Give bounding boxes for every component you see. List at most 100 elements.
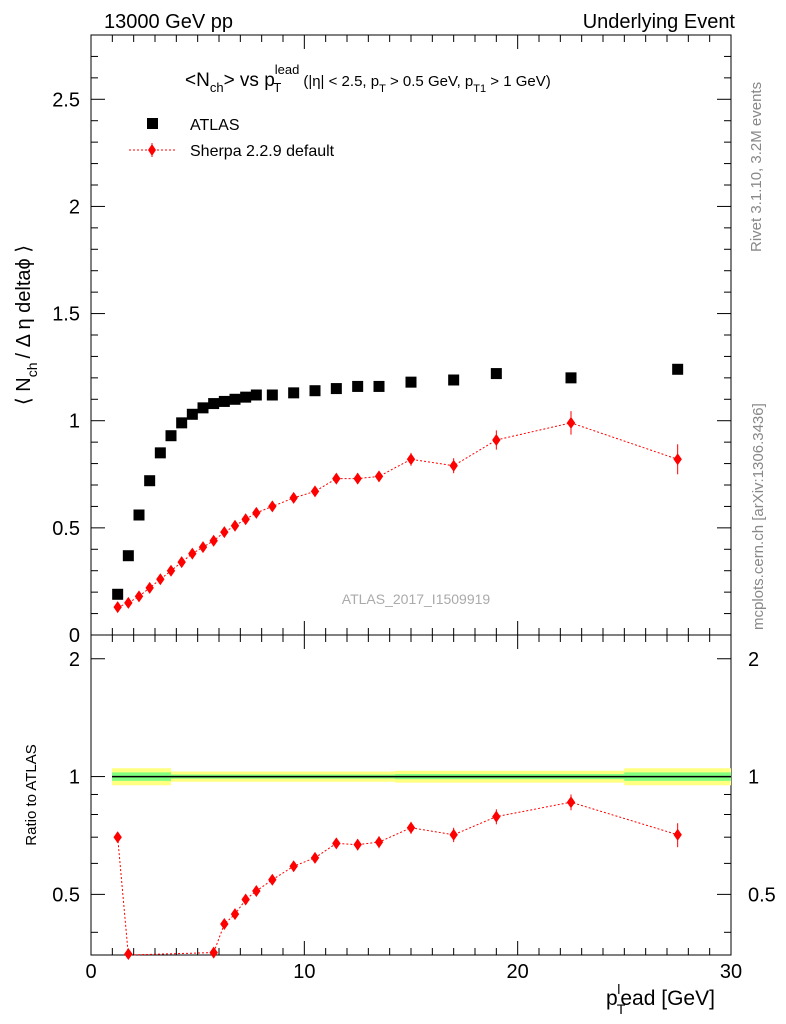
atlas-point xyxy=(288,387,300,399)
main-y-tick-label: 2 xyxy=(69,196,80,218)
mc-point xyxy=(241,513,250,526)
legend-mc-label: Sherpa 2.2.9 default xyxy=(190,143,335,160)
mc-point xyxy=(492,434,501,446)
atlas-point xyxy=(240,391,252,403)
mc-point xyxy=(566,416,576,429)
ratio-y-tick-label-right: 2 xyxy=(748,649,759,671)
mc-point xyxy=(145,581,154,594)
ratio-point xyxy=(449,828,458,841)
ratio-point xyxy=(332,837,341,850)
mc-point xyxy=(156,573,165,586)
axis-tick-labels: 0 10 20 30 0 0.5 1 1.5 2 2.5 0.5 0.5 1 1 2 2 xyxy=(52,89,776,983)
legend-data-label: ATLAS xyxy=(190,117,240,134)
ratio-point xyxy=(310,851,320,864)
x-axis-label: pTlead [GeV] xyxy=(606,981,715,1017)
main-y-tick-label: 0.5 xyxy=(52,518,80,540)
x-tick-label: 0 xyxy=(85,961,96,983)
mc-point xyxy=(268,500,277,513)
mc-point xyxy=(124,596,133,609)
ratio-point xyxy=(268,873,277,886)
atlas-point xyxy=(165,430,177,442)
ratio-y-axis-label: Ratio to ATLAS xyxy=(23,744,40,845)
ratio-y-tick-label-right: 1 xyxy=(748,767,759,789)
mc-point xyxy=(252,506,261,519)
ratio-point xyxy=(230,908,240,921)
main-frame xyxy=(90,34,732,636)
ratio-frame xyxy=(90,634,732,956)
legend: ATLAS Sherpa 2.2.9 default xyxy=(129,117,335,160)
x-tick-label: 30 xyxy=(720,961,742,983)
mc-point xyxy=(374,470,384,483)
atlas-point xyxy=(154,447,166,459)
atlas-point xyxy=(122,550,134,562)
atlas-point xyxy=(352,380,364,392)
mc-point xyxy=(310,485,320,498)
ratio-point xyxy=(492,810,501,823)
atlas-point xyxy=(373,380,385,392)
atlas-point xyxy=(218,395,230,407)
main-y-axis-label: ⟨ Nch/ Δ η deltaϕ ⟩ xyxy=(13,245,40,405)
ratio-connecting-line xyxy=(117,801,678,956)
ratio-y-tick-label: 2 xyxy=(69,649,80,671)
mc-point xyxy=(198,541,208,554)
ratio-point xyxy=(353,838,362,851)
mc-series-ratio xyxy=(113,794,682,960)
mc-series-main xyxy=(113,411,682,614)
atlas-point xyxy=(405,376,417,388)
ratio-point xyxy=(209,946,218,959)
ratio-point xyxy=(566,796,576,809)
atlas-point xyxy=(229,393,241,405)
x-tick-label: 20 xyxy=(507,961,529,983)
main-y-tick-label: 1.5 xyxy=(52,304,80,326)
mc-point xyxy=(166,564,176,577)
mc-point xyxy=(406,453,416,466)
mcplots-reference-text: mcplots.cern.ch [arXiv:1306.3436] xyxy=(750,403,767,630)
mc-point xyxy=(188,547,197,560)
atlas-point xyxy=(144,475,156,487)
ratio-point xyxy=(252,885,261,898)
atlas-point xyxy=(208,398,220,410)
ratio-point xyxy=(673,828,682,841)
mc-point xyxy=(449,459,458,472)
ratio-y-tick-label-right: 0.5 xyxy=(748,884,776,906)
mc-point xyxy=(673,453,682,466)
axis-ticks xyxy=(90,34,732,955)
mc-point xyxy=(113,601,122,614)
atlas-series-main xyxy=(112,363,684,600)
mc-point xyxy=(209,534,218,547)
legend-mc-marker xyxy=(148,144,156,156)
mc-connecting-line xyxy=(117,422,678,608)
header-right: Underlying Event xyxy=(583,11,736,33)
atlas-point xyxy=(448,374,460,386)
atlas-point xyxy=(186,408,198,420)
main-y-tick-label: 0 xyxy=(69,625,80,647)
plot-title: <Nch> vs plead T (|η| < 2.5, pT > 0.5 GeV,… xyxy=(185,62,551,95)
mc-point xyxy=(332,472,341,485)
atlas-point xyxy=(266,389,278,401)
ratio-point xyxy=(113,831,122,844)
atlas-point xyxy=(250,389,262,401)
rivet-version-text: Rivet 3.1.10, 3.2M events xyxy=(748,82,765,252)
ratio-y-tick-label: 0.5 xyxy=(52,884,80,906)
legend-data-marker xyxy=(147,118,158,129)
header-left: 13000 GeV pp xyxy=(104,11,233,33)
ratio-point xyxy=(220,918,229,931)
atlas-point xyxy=(672,363,684,375)
x-tick-label: 10 xyxy=(293,961,315,983)
ratio-y-tick-label: 1 xyxy=(69,767,80,789)
main-y-tick-label: 1 xyxy=(69,411,80,433)
ratio-point xyxy=(124,948,133,960)
atlas-point xyxy=(112,588,124,600)
main-y-tick-label: 2.5 xyxy=(52,89,80,111)
analysis-watermark: ATLAS_2017_I1509919 xyxy=(342,591,491,607)
atlas-point xyxy=(330,383,342,395)
mc-point xyxy=(220,526,229,539)
ratio-point xyxy=(289,860,298,873)
mc-point xyxy=(289,491,298,504)
atlas-point xyxy=(309,385,321,397)
mc-point xyxy=(230,519,240,532)
atlas-point xyxy=(565,372,577,384)
ratio-point xyxy=(241,893,250,906)
mc-point xyxy=(134,590,144,603)
